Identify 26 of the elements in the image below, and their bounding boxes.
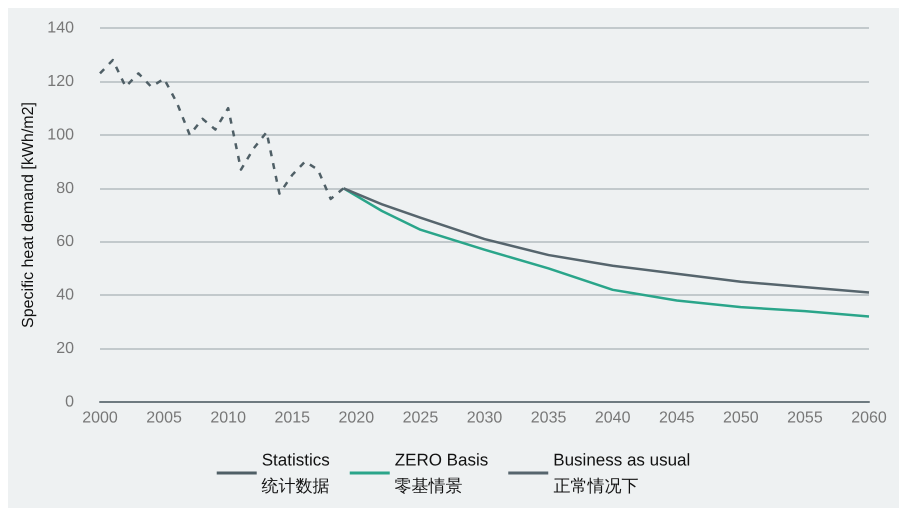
line-series <box>342 187 870 318</box>
y-tick-label: 20 <box>56 340 74 358</box>
x-tick-label: 2005 <box>146 410 182 426</box>
y-tick-label: 100 <box>47 126 74 144</box>
legend-label: ZERO Basis 零基情景 <box>394 450 488 496</box>
x-tick-label: 2000 <box>82 410 118 426</box>
x-tick-label: 2010 <box>210 410 246 426</box>
y-tick-label: 120 <box>47 72 74 90</box>
x-tick-label: 2055 <box>787 410 823 426</box>
x-tick-label: 2060 <box>851 410 887 426</box>
legend-label: Statistics 统计数据 <box>262 450 330 496</box>
legend-label: Business as usual 正常情况下 <box>553 450 690 496</box>
x-tick-label: 2040 <box>594 410 631 426</box>
x-tick-label: 2025 <box>402 410 438 426</box>
y-axis-title: Specific heat demand [kWh/m2] <box>20 102 37 328</box>
x-tick-label: 2015 <box>274 410 310 426</box>
x-tick-label: 2045 <box>658 410 695 426</box>
y-tick-label: 40 <box>56 286 74 304</box>
x-tick-label: 2050 <box>723 410 759 426</box>
y-tick-label: 0 <box>65 394 74 410</box>
x-tick-label: 2030 <box>466 410 502 426</box>
x-tick-label: 2020 <box>338 410 374 426</box>
y-tick-label: 80 <box>56 180 74 197</box>
y-tick-label: 140 <box>47 20 74 36</box>
x-tick-label: 2035 <box>530 410 566 426</box>
y-tick-label: 60 <box>56 233 74 250</box>
